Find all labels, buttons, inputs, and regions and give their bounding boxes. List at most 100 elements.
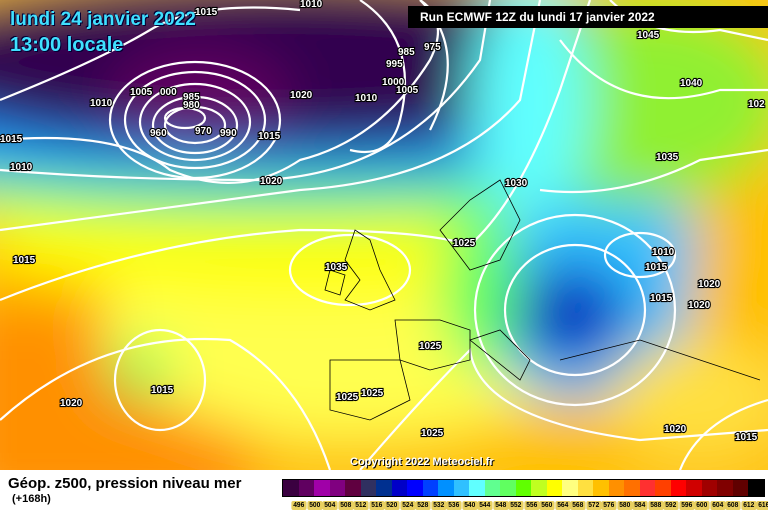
- isobar-label: 985: [398, 47, 415, 58]
- isobar-label: 1000: [382, 77, 405, 88]
- isobar-label: 1035: [325, 262, 348, 273]
- isobar-label: 1010: [90, 98, 113, 109]
- isobar-label: 1015: [195, 7, 218, 18]
- isobar-label: 1020: [290, 90, 313, 101]
- color-swatch: [469, 480, 485, 496]
- scale-label: 508: [337, 501, 353, 510]
- scale-label: 612: [740, 501, 756, 510]
- scale-label: 576: [601, 501, 617, 510]
- color-swatch: [345, 480, 361, 496]
- isobar-label: 1015: [151, 385, 174, 396]
- color-swatch: [624, 480, 640, 496]
- isobar-label: 1020: [688, 300, 711, 311]
- isobar-label: 1030: [505, 178, 528, 189]
- scale-label: 604: [709, 501, 725, 510]
- isobar-label: 1020: [698, 279, 721, 290]
- scale-label: 540: [461, 501, 477, 510]
- isobars: [0, 0, 768, 470]
- forecast-date: lundi 24 janvier 2022: [10, 9, 196, 30]
- isobar-label: 970: [195, 126, 212, 137]
- isobar-label: 980: [183, 100, 200, 111]
- scale-label: 544: [477, 501, 493, 510]
- color-swatch: [701, 480, 717, 496]
- color-swatch: [314, 480, 330, 496]
- color-swatch: [686, 480, 702, 496]
- isobar-label: 1015: [735, 432, 758, 443]
- isobar-label: 1005: [396, 85, 419, 96]
- isobar-label: 1010: [10, 162, 33, 173]
- scale-label: 556: [523, 501, 539, 510]
- scale-label: 596: [678, 501, 694, 510]
- color-swatch: [453, 480, 469, 496]
- color-swatch: [562, 480, 578, 496]
- color-swatch: [422, 480, 438, 496]
- scale-label: 500: [306, 501, 322, 510]
- color-swatch: [391, 480, 407, 496]
- legend-panel: Géop. z500, pression niveau mer (+168h) …: [0, 470, 768, 512]
- isobar-label: 1025: [336, 392, 359, 403]
- scale-label: 512: [353, 501, 369, 510]
- isobar-label: 1020: [60, 398, 83, 409]
- isobar-label: 1020: [260, 176, 283, 187]
- color-swatch: [283, 480, 299, 496]
- scale-label: 548: [492, 501, 508, 510]
- isobar-label: 102: [748, 99, 765, 110]
- color-swatch: [655, 480, 671, 496]
- scale-label: 528: [415, 501, 431, 510]
- isobar-label: 995: [386, 59, 403, 70]
- color-swatch: [748, 480, 764, 496]
- isobar-label: 1025: [453, 238, 476, 249]
- isobar-label: 960: [150, 128, 167, 139]
- isobar-label: 1010: [355, 93, 378, 104]
- isobar-label: 1015: [13, 255, 36, 266]
- isobar-label: 1045: [637, 30, 660, 41]
- color-swatch: [531, 480, 547, 496]
- color-swatch: [438, 480, 454, 496]
- isobar-label: 1005: [130, 87, 153, 98]
- scale-label: 496: [291, 501, 307, 510]
- color-swatch: [732, 480, 748, 496]
- scale-label: 520: [384, 501, 400, 510]
- scale-label: 560: [539, 501, 555, 510]
- isobar-label: 1010: [300, 0, 323, 10]
- isobar-label: 985: [183, 92, 200, 103]
- scale-label: 616: [756, 501, 768, 510]
- legend-title: Géop. z500, pression niveau mer: [8, 475, 242, 492]
- isobar-label: 1035: [656, 152, 679, 163]
- isobar-label: 1040: [680, 78, 703, 89]
- isobar-label: 975: [424, 42, 441, 53]
- scale-label: 532: [430, 501, 446, 510]
- scale-label: 536: [446, 501, 462, 510]
- isobar-label: 1020: [664, 424, 687, 435]
- scale-label: 564: [554, 501, 570, 510]
- color-swatch: [484, 480, 500, 496]
- forecast-time: 13:00 locale: [10, 34, 124, 56]
- color-swatch: [329, 480, 345, 496]
- color-swatch: [407, 480, 423, 496]
- isobar-label: 1015: [258, 131, 281, 142]
- color-swatch: [639, 480, 655, 496]
- color-swatch: [717, 480, 733, 496]
- color-swatch: [577, 480, 593, 496]
- isobar-label: 1015: [645, 262, 668, 273]
- scale-label: 600: [694, 501, 710, 510]
- isobar-label: 1025: [421, 428, 444, 439]
- isobar-label: 1015: [650, 293, 673, 304]
- color-swatch: [298, 480, 314, 496]
- isobar-label: 1015: [0, 134, 23, 145]
- isobar-label: 1025: [419, 341, 442, 352]
- scale-label: 608: [725, 501, 741, 510]
- color-swatch: [608, 480, 624, 496]
- color-swatch: [515, 480, 531, 496]
- forecast-lead: (+168h): [12, 493, 51, 505]
- color-scale-labels: 496 500 504 508 512 516 520 524 528 532 536 540 544 5…: [291, 501, 768, 510]
- scale-label: 584: [632, 501, 648, 510]
- color-swatch: [670, 480, 686, 496]
- copyright: Copyright 2022 Meteociel.fr: [350, 456, 494, 468]
- isobar-label: 990: [220, 128, 237, 139]
- isobar-label: 000: [160, 87, 177, 98]
- run-info: Run ECMWF 12Z du lundi 17 janvier 2022: [408, 6, 768, 28]
- color-swatch: [593, 480, 609, 496]
- scale-label: 504: [322, 501, 338, 510]
